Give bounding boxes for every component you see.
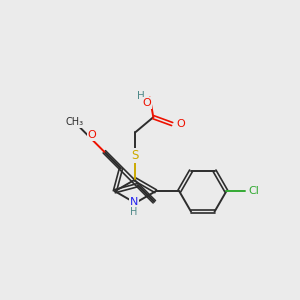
Text: O: O — [88, 130, 97, 140]
Text: Cl: Cl — [248, 186, 259, 196]
Text: CH₃: CH₃ — [66, 117, 84, 127]
Text: O: O — [142, 98, 151, 108]
Text: O: O — [176, 119, 185, 129]
Text: N: N — [130, 197, 138, 207]
Text: H: H — [137, 91, 145, 101]
Text: H: H — [130, 207, 137, 217]
Text: S: S — [132, 149, 139, 162]
